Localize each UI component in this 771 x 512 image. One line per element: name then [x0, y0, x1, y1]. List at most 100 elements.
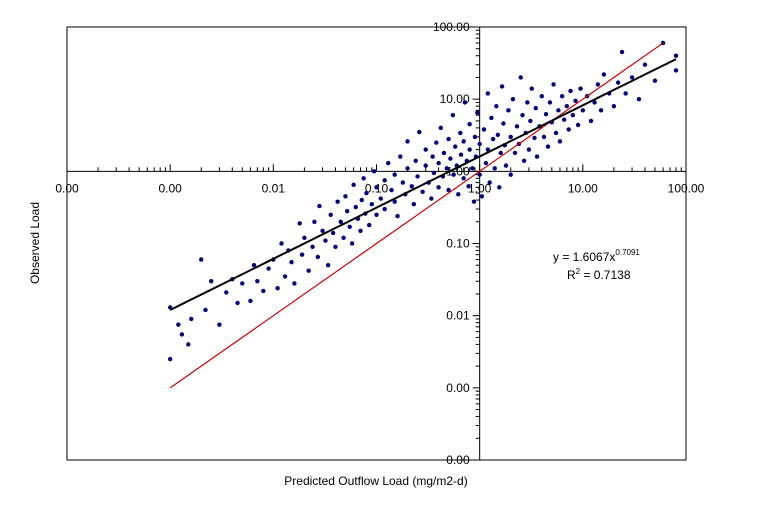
data-point — [176, 322, 181, 327]
data-point — [235, 300, 240, 306]
data-point — [553, 130, 559, 136]
data-point — [512, 150, 518, 156]
data-point — [556, 108, 561, 113]
data-point — [317, 203, 322, 209]
data-point — [673, 68, 679, 73]
data-point — [533, 105, 538, 111]
power-fit-line — [169, 58, 677, 311]
data-point — [199, 257, 204, 262]
data-point — [525, 100, 530, 105]
data-point — [343, 194, 348, 199]
data-point — [580, 108, 586, 113]
data-point — [495, 132, 501, 138]
data-point — [578, 86, 583, 91]
data-point — [325, 263, 331, 268]
data-point — [629, 75, 635, 80]
data-point — [526, 147, 532, 152]
x-tick-label: 0.01 — [262, 181, 286, 195]
data-point — [529, 86, 534, 91]
data-point — [450, 112, 456, 118]
data-point — [528, 118, 533, 124]
data-point — [374, 212, 379, 217]
data-point — [369, 202, 374, 207]
data-point — [673, 53, 679, 58]
data-point — [506, 108, 511, 113]
data-point — [539, 93, 544, 99]
data-point — [302, 235, 307, 240]
data-point — [392, 172, 397, 177]
data-point — [335, 199, 340, 204]
data-point — [420, 189, 425, 195]
data-point — [320, 228, 325, 233]
data-point — [471, 199, 477, 204]
data-point — [441, 150, 447, 156]
data-point — [341, 235, 346, 240]
data-point — [224, 290, 229, 295]
data-point — [323, 238, 328, 243]
data-point — [458, 152, 464, 157]
data-point — [386, 160, 391, 166]
data-point — [405, 166, 410, 171]
data-point — [467, 121, 472, 127]
data-point — [328, 212, 333, 217]
data-point — [367, 222, 372, 228]
data-point — [351, 182, 356, 188]
x-tick-label: 100.00 — [668, 181, 705, 195]
data-point — [551, 82, 556, 87]
data-point — [497, 185, 502, 190]
data-point — [261, 288, 266, 294]
data-point — [417, 129, 422, 135]
y-axis-ticks — [472, 26, 480, 461]
data-point — [330, 230, 336, 236]
data-point — [453, 144, 458, 149]
data-point — [255, 279, 260, 284]
data-point — [532, 135, 537, 141]
data-point — [275, 286, 280, 291]
data-point — [382, 178, 387, 183]
data-point — [436, 185, 441, 190]
data-point — [615, 80, 621, 85]
x-tick-label: 1.00 — [468, 181, 492, 195]
data-point — [601, 72, 607, 77]
data-point — [289, 260, 294, 265]
data-point — [543, 111, 549, 117]
data-point — [217, 322, 222, 327]
data-point — [503, 163, 509, 168]
data-point — [389, 187, 394, 193]
data-point — [477, 172, 482, 177]
data-point — [438, 125, 443, 131]
data-point — [382, 206, 387, 212]
data-point — [392, 199, 397, 204]
scatter-points — [167, 40, 679, 362]
data-point — [490, 136, 496, 142]
data-point — [413, 158, 418, 163]
data-point — [248, 298, 253, 304]
data-point — [451, 172, 456, 177]
data-point — [568, 88, 573, 94]
data-point — [619, 49, 625, 55]
data-point — [562, 117, 567, 122]
data-point — [292, 281, 297, 286]
data-point — [338, 219, 343, 224]
data-point — [470, 166, 475, 171]
data-point — [466, 184, 471, 189]
data-point — [472, 134, 478, 140]
data-point — [409, 184, 415, 189]
data-point — [483, 160, 489, 166]
data-point — [446, 136, 451, 142]
data-point — [251, 263, 257, 268]
data-point — [349, 241, 355, 246]
data-point — [395, 213, 400, 219]
y-tick-label: 10.00 — [440, 92, 470, 106]
y-axis-title: Observed Load — [28, 202, 42, 284]
y-tick-label: 0.01 — [446, 309, 470, 323]
data-point — [240, 281, 245, 286]
data-point — [642, 62, 648, 67]
data-point — [429, 196, 434, 201]
data-point — [521, 158, 527, 163]
data-point — [498, 150, 503, 156]
data-point — [462, 100, 468, 105]
